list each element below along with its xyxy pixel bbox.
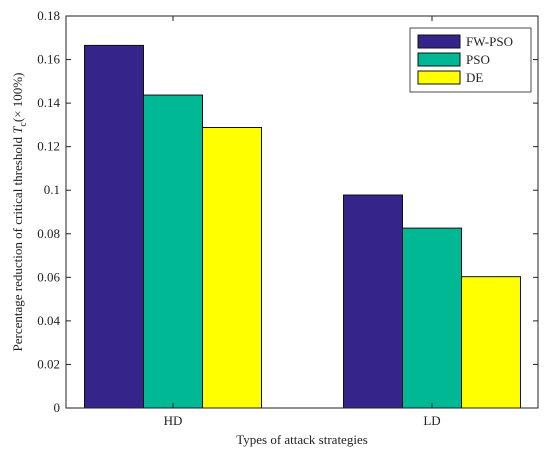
legend-label-fw-pso: FW-PSO: [466, 34, 513, 49]
y-axis-label-variable: T: [10, 126, 25, 134]
y-tick-label: 0.1: [44, 182, 60, 197]
y-axis-label-unit: (× 100%): [10, 73, 25, 123]
y-tick-label: 0.04: [37, 313, 60, 328]
legend: FW-PSO PSO DE: [409, 27, 532, 93]
bars-layer: [84, 44, 521, 409]
y-axis-label: Percentage reduction of critical thresho…: [10, 73, 29, 352]
legend-label-pso: PSO: [466, 52, 490, 67]
y-tick-label: 0.12: [37, 139, 60, 154]
y-tick-label: 0.06: [37, 269, 60, 284]
legend-swatch-pso: [417, 52, 461, 67]
bar-pso-hd: [143, 94, 203, 409]
y-axis-label-main: Percentage reduction of critical thresho…: [10, 134, 25, 352]
y-tick-label: 0: [54, 400, 61, 415]
y-tick-label: 0.08: [37, 226, 60, 241]
y-axis-label-subscript: c: [18, 122, 29, 127]
legend-label-de: DE: [466, 70, 483, 85]
y-tick-label: 0.16: [37, 52, 60, 67]
y-tick-label: 0.18: [37, 8, 60, 23]
y-axis: 0 0.02 0.04 0.06 0.08 0.1 0.12 0.14 0.16 0.18: [37, 8, 538, 415]
x-axis-label: Types of attack strategies: [236, 432, 368, 447]
legend-swatch-fw-pso: [417, 34, 461, 49]
x-tick-label: LD: [423, 413, 440, 428]
bar-de-hd: [202, 127, 262, 409]
plot-frame: [65, 15, 539, 409]
legend-swatch-de: [417, 70, 461, 85]
y-tick-label: 0.02: [37, 356, 60, 371]
x-axis: HD LD: [164, 16, 441, 428]
x-tick-label: HD: [164, 413, 183, 428]
bar-pso-ld: [402, 227, 462, 409]
bar-fw-pso-ld: [343, 194, 403, 409]
bar-de-ld: [461, 276, 521, 409]
bar-fw-pso-hd: [84, 44, 144, 409]
y-tick-label: 0.14: [37, 95, 60, 110]
